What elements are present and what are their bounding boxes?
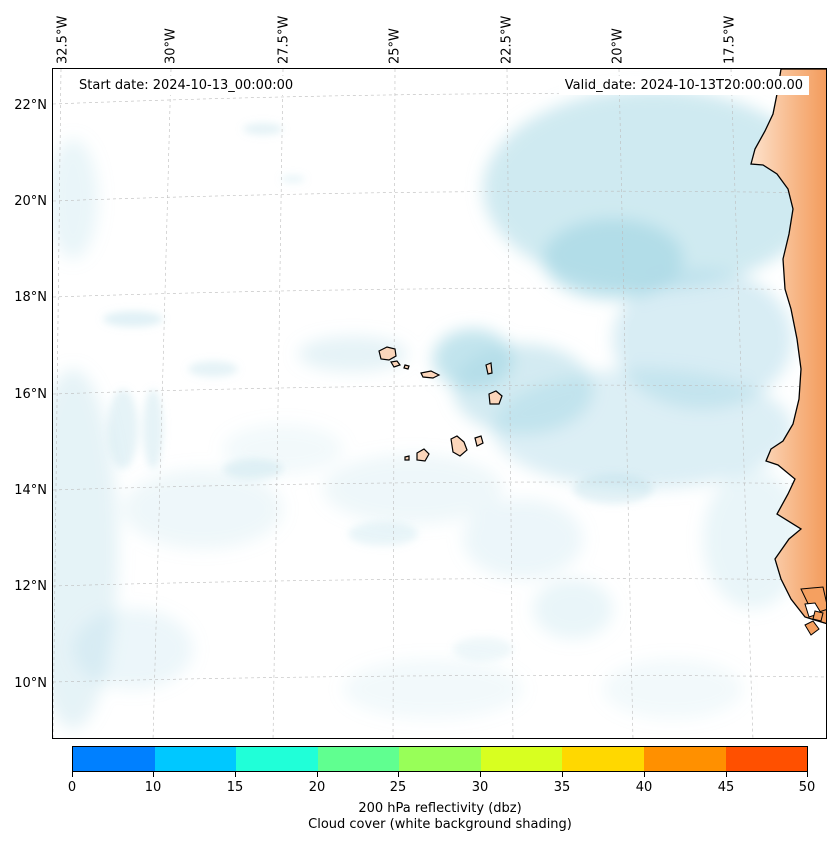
colorbar-segment xyxy=(73,747,155,771)
colorbar-tick xyxy=(235,772,236,777)
colorbar-title: 200 hPa reflectivity (dbz) xyxy=(358,801,522,816)
latitude-label: 12°N xyxy=(14,579,47,594)
colorbar-tick xyxy=(72,772,73,777)
colorbar-tick-label: 10 xyxy=(144,780,162,795)
colorbar-tick xyxy=(398,772,399,777)
map-panel xyxy=(52,68,827,739)
colorbar-subtitle: Cloud cover (white background shading) xyxy=(308,817,572,832)
colorbar-segment xyxy=(236,747,318,771)
colorbar-tick-label: 20 xyxy=(308,780,326,795)
longitude-label: 17.5°W xyxy=(722,15,738,64)
colorbar-tick-label: 35 xyxy=(553,780,571,795)
colorbar-tick-label: 0 xyxy=(67,780,77,795)
colorbar-tick-label: 15 xyxy=(226,780,244,795)
colorbar-tick xyxy=(807,772,808,777)
graticule-lines xyxy=(53,69,826,738)
longitude-label: 25°W xyxy=(387,28,403,64)
colorbar-tick xyxy=(480,772,481,777)
colorbar-tick-label: 45 xyxy=(717,780,735,795)
colorbar-tick-label: 25 xyxy=(389,780,407,795)
colorbar-segment xyxy=(643,747,726,771)
colorbar-tick-label: 40 xyxy=(635,780,653,795)
start-date-label: Start date: 2024-10-13_00:00:00 xyxy=(73,76,300,95)
reflectivity-colorbar xyxy=(72,746,808,772)
valid-date-label: Valid_date: 2024-10-13T20:00:00.00 xyxy=(558,76,809,95)
map-canvas xyxy=(53,69,826,738)
colorbar-tick xyxy=(644,772,645,777)
colorbar-segment xyxy=(480,747,563,771)
colorbar-tick-label: 50 xyxy=(798,780,816,795)
longitude-label: 30°W xyxy=(163,28,179,64)
longitude-label: 22.5°W xyxy=(499,15,515,64)
latitude-label: 20°N xyxy=(14,194,47,209)
colorbar-segment xyxy=(154,747,237,771)
colorbar-tick xyxy=(562,772,563,777)
cloud-cover-shading xyxy=(53,89,823,729)
colorbar-segment xyxy=(399,747,481,771)
longitude-label: 27.5°W xyxy=(276,15,292,64)
colorbar-segment xyxy=(725,747,808,771)
latitude-label: 16°N xyxy=(14,387,47,402)
longitude-label: 32.5°W xyxy=(55,15,71,64)
cape-verde-islands xyxy=(378,346,503,462)
colorbar-segment xyxy=(562,747,644,771)
colorbar-tick xyxy=(726,772,727,777)
latitude-label: 14°N xyxy=(14,483,47,498)
longitude-label: 20°W xyxy=(610,28,626,64)
latitude-label: 22°N xyxy=(14,98,47,113)
african-coastline xyxy=(750,69,826,636)
colorbar-tick xyxy=(153,772,154,777)
colorbar-tick xyxy=(317,772,318,777)
latitude-label: 10°N xyxy=(14,676,47,691)
latitude-label: 18°N xyxy=(14,290,47,305)
colorbar-segment xyxy=(317,747,400,771)
colorbar-tick-label: 30 xyxy=(471,780,489,795)
